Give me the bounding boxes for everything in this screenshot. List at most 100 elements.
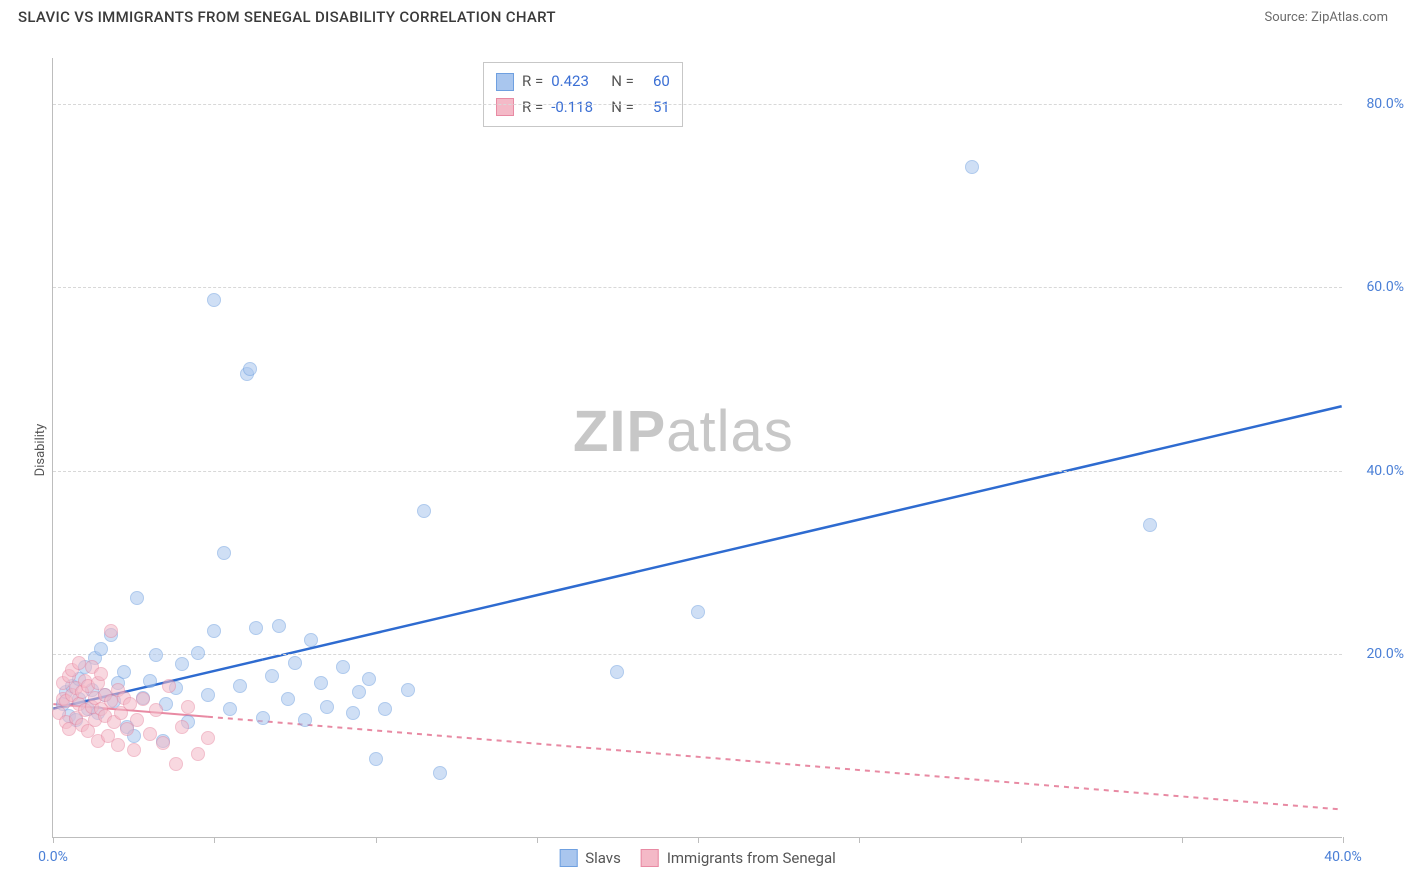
gridline-h: [53, 104, 1342, 105]
scatter-point: [72, 656, 86, 670]
scatter-point: [369, 752, 383, 766]
scatter-point: [143, 727, 157, 741]
plot-area: ZIPatlas R =0.423N =60R =-0.118N =51 Sla…: [52, 58, 1342, 838]
scatter-point: [243, 362, 257, 376]
scatter-point: [401, 683, 415, 697]
scatter-point: [336, 660, 350, 674]
scatter-point: [233, 679, 247, 693]
scatter-point: [127, 743, 141, 757]
scatter-point: [123, 697, 137, 711]
scatter-point: [104, 624, 118, 638]
scatter-point: [304, 633, 318, 647]
scatter-point: [320, 700, 334, 714]
scatter-point: [256, 711, 270, 725]
scatter-point: [691, 605, 705, 619]
legend-swatch: [559, 849, 577, 867]
watermark: ZIPatlas: [573, 398, 794, 465]
legend-swatch: [496, 73, 514, 91]
watermark-rest: atlas: [666, 399, 794, 464]
scatter-point: [149, 648, 163, 662]
n-value: 60: [642, 69, 670, 95]
scatter-point: [346, 706, 360, 720]
y-axis-label: Disability: [33, 424, 48, 477]
legend-item: Slavs: [559, 849, 621, 867]
stats-legend-row: R = -0.118 N = 51: [496, 95, 670, 121]
scatter-point: [181, 700, 195, 714]
scatter-point: [610, 665, 624, 679]
legend-swatch: [641, 849, 659, 867]
y-tick-label: 20.0%: [1366, 646, 1404, 662]
scatter-point: [117, 665, 131, 679]
scatter-point: [223, 702, 237, 716]
r-label: R =: [522, 95, 543, 121]
scatter-point: [175, 720, 189, 734]
scatter-point: [298, 713, 312, 727]
scatter-point: [288, 656, 302, 670]
scatter-point: [265, 669, 279, 683]
scatter-point: [378, 702, 392, 716]
n-value: 51: [642, 95, 670, 121]
x-tick: [214, 837, 215, 843]
watermark-bold: ZIP: [573, 399, 666, 464]
r-value: 0.423: [551, 69, 603, 95]
r-value: -0.118: [551, 95, 603, 121]
scatter-point: [1143, 518, 1157, 532]
scatter-point: [191, 747, 205, 761]
x-tick: [537, 837, 538, 843]
r-label: R =: [522, 69, 543, 95]
scatter-point: [217, 546, 231, 560]
scatter-point: [136, 692, 150, 706]
y-tick-label: 40.0%: [1366, 463, 1404, 479]
trend-lines: [53, 58, 1342, 837]
stats-legend-row: R = 0.423 N = 60: [496, 69, 670, 95]
scatter-point: [352, 685, 366, 699]
n-label: N =: [611, 95, 634, 121]
scatter-point: [94, 667, 108, 681]
gridline-h: [53, 654, 1342, 655]
scatter-point: [191, 646, 205, 660]
gridline-h: [53, 471, 1342, 472]
x-tick: [1021, 837, 1022, 843]
plot-container: Disability ZIPatlas R = 0.423 N = 60 R = -0.1…: [18, 40, 1388, 860]
scatter-point: [207, 624, 221, 638]
scatter-point: [433, 766, 447, 780]
scatter-point: [143, 674, 157, 688]
x-tick: [53, 837, 54, 843]
chart-title: SLAVIC VS IMMIGRANTS FROM SENEGAL DISABI…: [18, 8, 556, 26]
x-tick: [698, 837, 699, 843]
scatter-point: [149, 703, 163, 717]
legend-label: Slavs: [585, 849, 621, 867]
stats-legend: R = 0.423 N = 60 R = -0.118 N = 51: [483, 62, 683, 127]
x-tick: [376, 837, 377, 843]
legend-label: Immigrants from Senegal: [667, 849, 836, 867]
x-tick-label: 40.0%: [1324, 849, 1362, 865]
scatter-point: [362, 672, 376, 686]
scatter-point: [130, 713, 144, 727]
scatter-point: [201, 688, 215, 702]
chart-header: SLAVIC VS IMMIGRANTS FROM SENEGAL DISABI…: [0, 0, 1406, 30]
gridline-h: [53, 287, 1342, 288]
scatter-point: [111, 738, 125, 752]
scatter-point: [94, 642, 108, 656]
scatter-point: [314, 676, 328, 690]
series-legend: Slavs Immigrants from Senegal: [559, 849, 836, 867]
scatter-point: [162, 679, 176, 693]
scatter-point: [249, 621, 263, 635]
scatter-point: [207, 293, 221, 307]
x-tick: [1182, 837, 1183, 843]
source-label: Source: ZipAtlas.com: [1264, 10, 1388, 25]
scatter-point: [281, 692, 295, 706]
scatter-point: [169, 757, 183, 771]
y-tick-label: 80.0%: [1366, 96, 1404, 112]
scatter-point: [156, 736, 170, 750]
n-label: N =: [611, 69, 634, 95]
y-tick-label: 60.0%: [1366, 279, 1404, 295]
scatter-point: [272, 619, 286, 633]
x-tick-label: 0.0%: [38, 849, 68, 865]
legend-item: Immigrants from Senegal: [641, 849, 836, 867]
legend-swatch: [496, 98, 514, 116]
x-tick: [859, 837, 860, 843]
x-tick: [1343, 837, 1344, 843]
scatter-point: [201, 731, 215, 745]
scatter-point: [417, 504, 431, 518]
